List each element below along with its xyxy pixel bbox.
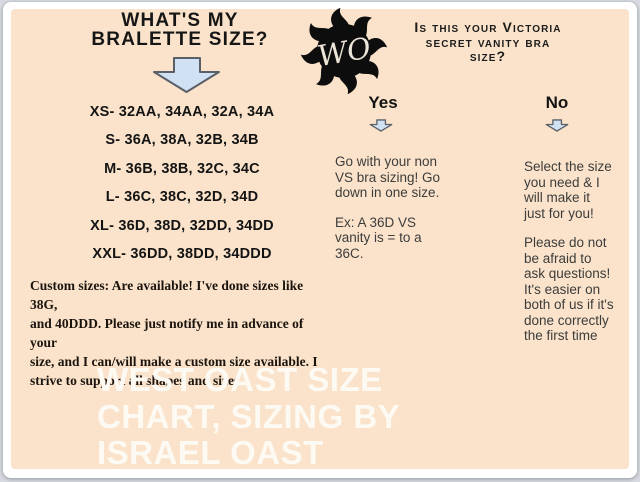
yes-text-line: VS bra sizing! Go	[335, 169, 441, 185]
no-text-line: It's easier on	[524, 281, 601, 297]
custom-note-line: size, and I can/will make a custom size …	[30, 354, 318, 369]
yes-paragraph-1: Go with your non VS bra sizing! Go down …	[335, 154, 447, 201]
custom-note-line: strive to support all shapes and sizes	[30, 373, 240, 388]
yes-paragraph-2: Ex: A 36D VS vanity is = to a 36C.	[335, 215, 447, 262]
west-oast-chart-title: WEST OAST SIZE CHART, SIZING BY ISRAEL O…	[97, 361, 567, 472]
no-label: No	[545, 93, 569, 112]
custom-sizes-note: Custom sizes: Are available! I've done s…	[30, 276, 330, 390]
footer-title-line: WEST OAST SIZE	[97, 361, 383, 398]
size-row-s: S- 36A, 38A, 32B, 34B	[105, 132, 259, 149]
size-row-m: M- 36B, 38B, 32C, 34C	[104, 160, 260, 177]
no-text-line: you need & I	[524, 174, 600, 190]
yes-text-line: 36C.	[335, 245, 364, 261]
no-text-line: done correctly	[524, 312, 609, 328]
down-arrow-yes-icon	[369, 119, 393, 132]
size-row-xl: XL- 36D, 38D, 32DD, 34DD	[90, 217, 274, 234]
no-paragraph-1: Select the size you need & I will make i…	[524, 159, 624, 221]
footer-title-line: CHART, SIZING BY	[97, 397, 401, 435]
size-row-xs: XS- 32AA, 34AA, 32A, 34A	[89, 104, 275, 120]
no-text-line: Select the size	[524, 159, 612, 174]
size-row-l: L- 36C, 38C, 32D, 34D	[105, 189, 259, 206]
no-text-line: just for you!	[524, 205, 594, 221]
no-text-line: be afraid to	[524, 250, 592, 266]
peach-canvas	[11, 9, 629, 469]
no-text-line: both of us if it's	[524, 297, 614, 312]
question-line: Is this your Victoria	[414, 19, 562, 35]
vs-vanity-question: Is this your Victoria secret vanity bra …	[372, 20, 604, 64]
no-text-line: the first time	[524, 328, 598, 343]
west-oast-sun-logo: WO	[300, 7, 388, 95]
yes-text-line: down in one size.	[335, 185, 440, 200]
down-arrow-large-icon	[153, 57, 220, 93]
custom-note-line: and 40DDD. Please just notify me in adva…	[30, 316, 304, 350]
question-line: secret vanity bra	[425, 33, 551, 50]
no-text-line: will make it	[524, 190, 591, 205]
yes-label: Yes	[368, 93, 398, 112]
no-text-line: ask questions!	[524, 266, 611, 281]
no-instructions: Select the size you need & I will make i…	[524, 159, 624, 344]
custom-note-line: Custom sizes: Are available! I've done s…	[30, 278, 304, 312]
no-text-line: Please do not	[524, 235, 607, 250]
footer-title-line: ISRAEL OAST	[97, 434, 324, 471]
bralette-size-title: WHAT'S MY BRALETTE SIZE?	[55, 10, 305, 50]
title-line: WHAT'S MY	[121, 10, 239, 31]
down-arrow-no-icon	[545, 119, 569, 132]
yes-text-line: vanity is = to a	[335, 230, 422, 245]
yes-text-line: Go with your non	[335, 154, 438, 169]
title-line: BRALETTE SIZE?	[91, 28, 269, 50]
question-line: size?	[469, 48, 507, 64]
size-row-xxl: XXL- 36DD, 38DD, 34DDD	[92, 246, 272, 263]
size-list: XS- 32AA, 34AA, 32A, 34A S- 36A, 38A, 32…	[32, 98, 332, 268]
yes-instructions: Go with your non VS bra sizing! Go down …	[335, 154, 447, 261]
no-paragraph-2: Please do not be afraid to ask questions…	[524, 235, 624, 344]
yes-text-line: Ex: A 36D VS	[335, 214, 417, 230]
